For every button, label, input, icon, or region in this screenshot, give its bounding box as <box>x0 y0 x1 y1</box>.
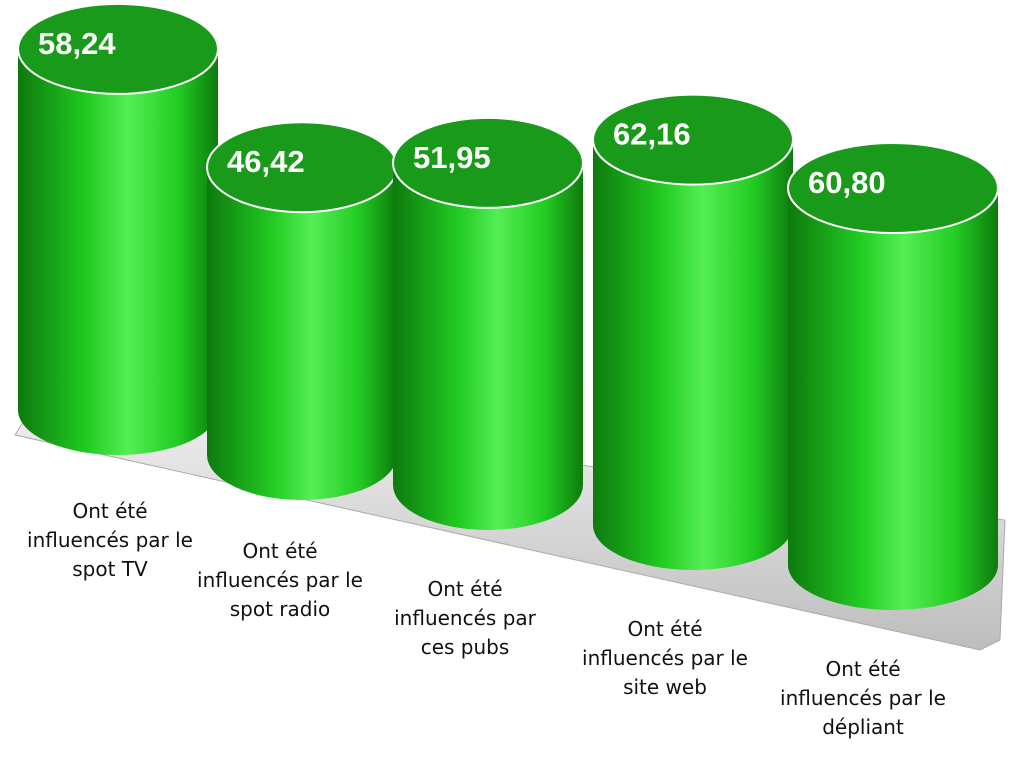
category-label: Ont été influencés par ces pubs <box>394 577 536 659</box>
cylinder-top <box>787 142 999 235</box>
value-label: 51,95 <box>413 140 491 175</box>
cylinder <box>788 188 998 611</box>
cylinder <box>593 139 793 570</box>
value-label: 62,16 <box>613 117 691 152</box>
category-label: Ont été influencés par le spot radio <box>197 539 363 621</box>
category-label: Ont été influencés par le dépliant <box>780 657 946 739</box>
cylinder-top <box>392 116 584 209</box>
value-label: 58,24 <box>38 26 116 61</box>
cylinder <box>393 162 583 530</box>
category-label: Ont été influencés par le site web <box>582 617 748 699</box>
cylinder-top <box>592 93 794 186</box>
cylinder <box>18 48 218 456</box>
value-label: 60,80 <box>808 165 886 200</box>
category-label: Ont été influencés par le spot TV <box>27 499 193 581</box>
value-label: 46,42 <box>227 144 305 179</box>
cylinder <box>207 167 397 501</box>
cylinder-top <box>17 2 219 95</box>
